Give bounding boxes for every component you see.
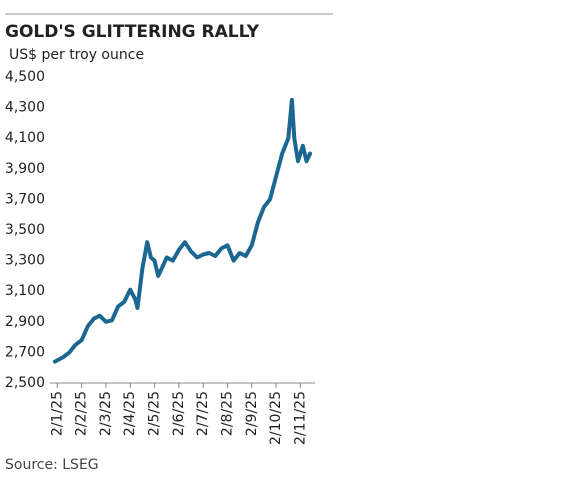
x-tick-label: 2/6/25	[171, 391, 187, 436]
x-tick-label: 2/8/25	[219, 391, 235, 436]
y-tick-label: 3,100	[5, 283, 45, 299]
y-tick-label: 4,500	[5, 69, 45, 85]
x-tick-label: 2/7/25	[195, 391, 211, 436]
x-tick-label: 2/2/25	[74, 391, 90, 436]
price-line	[52, 97, 313, 364]
x-tick-label: 2/5/25	[147, 391, 163, 436]
x-tick-label: 2/1/25	[49, 391, 65, 436]
source-note: Source: LSEG	[5, 457, 99, 473]
y-tick-label: 2,500	[5, 375, 45, 391]
y-tick-label: 3,300	[5, 253, 45, 269]
x-tick-label: 2/3/25	[98, 391, 114, 436]
x-tick-label: 2/4/25	[122, 391, 138, 436]
x-tick-label: 2/10/25	[268, 391, 284, 445]
chart-title: GOLD'S GLITTERING RALLY	[5, 22, 260, 42]
y-tick-label: 4,100	[5, 130, 45, 146]
y-tick-label: 4,300	[5, 100, 45, 116]
y-tick-label: 3,500	[5, 222, 45, 238]
y-tick-label: 2,700	[5, 344, 45, 360]
x-tick-label: 2/11/25	[292, 391, 308, 445]
y-tick-label: 2,900	[5, 314, 45, 330]
x-tick-label: 2/9/25	[244, 391, 260, 436]
chart-subtitle: US$ per troy ounce	[9, 47, 144, 63]
y-tick-label: 3,700	[5, 191, 45, 207]
y-tick-label: 3,900	[5, 161, 45, 177]
